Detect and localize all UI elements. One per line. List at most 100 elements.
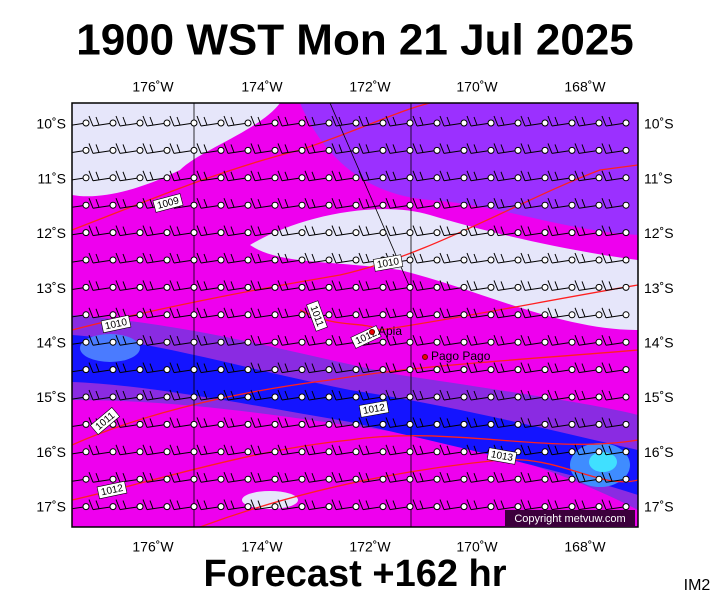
barb-tick: [601, 115, 607, 127]
barb-tick: [601, 444, 607, 455]
wind-barb: [223, 499, 252, 511]
station: [325, 256, 333, 264]
lon-label: 172˚W: [349, 539, 391, 555]
barb-tick: [493, 252, 499, 264]
barb-tick: [304, 389, 310, 401]
barb-tick: [446, 281, 451, 290]
barb-tick: [250, 444, 256, 455]
station: [541, 420, 549, 428]
barb-tick: [527, 473, 532, 482]
station: [244, 174, 252, 182]
barb-tick: [601, 335, 607, 346]
barb-tick: [338, 308, 343, 317]
barb-tick: [520, 280, 526, 291]
barb-tick: [223, 362, 229, 373]
wind-barb: [169, 143, 198, 154]
barb-tick: [230, 390, 235, 400]
barb-tick: [574, 335, 580, 346]
wind-barb: [520, 115, 549, 127]
station: [541, 503, 549, 511]
station: [244, 146, 252, 154]
station: [190, 475, 198, 483]
barb-tick: [473, 144, 478, 153]
map-frame: [71, 102, 639, 528]
barb-tick: [196, 389, 202, 401]
barb-tick: [277, 417, 283, 428]
wind-barb: [466, 225, 495, 237]
barb-tick: [520, 335, 526, 346]
station: [136, 475, 144, 483]
barb-tick: [223, 143, 229, 154]
station: [595, 366, 603, 374]
barb-tick: [169, 170, 175, 181]
lat-label: 11˚S: [37, 170, 66, 186]
barb-tick: [142, 335, 148, 346]
wind-barb: [385, 170, 414, 182]
barb-tick: [493, 307, 499, 318]
barb-tick: [284, 390, 289, 400]
barb-tick: [277, 143, 283, 154]
station: [379, 393, 387, 401]
wind-barb: [520, 307, 549, 319]
wind-barb: [412, 115, 441, 127]
wind-barb: [601, 389, 630, 401]
barb-tick: [439, 225, 445, 236]
barb-tick: [338, 199, 343, 208]
station: [622, 201, 630, 209]
barb-tick: [500, 116, 505, 126]
barb-tick: [527, 390, 532, 400]
wind-barb: [304, 417, 333, 428]
barb-tick: [304, 499, 310, 510]
barb-tick: [115, 307, 121, 318]
station: [298, 420, 306, 428]
barb-tick: [257, 144, 262, 153]
barb-tick: [554, 281, 559, 290]
barb-tick: [169, 143, 175, 154]
barb-tick: [176, 363, 181, 372]
wind-barb: [169, 115, 198, 127]
barb-tick: [520, 115, 526, 127]
barb-tick: [358, 389, 364, 401]
barb-tick: [601, 170, 607, 181]
station: [298, 174, 306, 182]
wind-barb: [115, 115, 144, 127]
barb-tick: [500, 281, 505, 290]
wind-barb: [331, 417, 360, 428]
station: [487, 146, 495, 154]
barb-tick: [277, 198, 283, 209]
station: [487, 420, 495, 428]
wind-barb: [385, 143, 414, 154]
barb-tick: [304, 143, 310, 154]
wind-barb: [72, 283, 90, 291]
wind-barb: [574, 362, 603, 374]
wind-barb: [493, 335, 522, 346]
barb-tick: [196, 472, 202, 483]
station: [487, 393, 495, 401]
barb-tick: [169, 389, 175, 401]
barb-tick: [338, 445, 343, 454]
barb-tick: [554, 199, 559, 208]
station: [190, 283, 198, 291]
barb-tick: [493, 115, 499, 127]
barb-tick: [365, 418, 370, 427]
station: [379, 229, 387, 237]
wind-barb: [547, 472, 576, 483]
barb-tick: [176, 418, 181, 427]
barb-tick: [446, 116, 451, 126]
wind-barb: [250, 444, 279, 456]
wind-barb: [439, 307, 468, 319]
station: [514, 201, 522, 209]
barb-tick: [169, 335, 175, 346]
barb-tick: [203, 308, 208, 317]
station: [82, 146, 90, 154]
wind-barb: [196, 143, 225, 154]
contour-label: 1010: [100, 314, 132, 334]
barb-tick: [304, 252, 310, 264]
wind-barb: [223, 252, 252, 264]
contour-label-bg: [306, 300, 328, 332]
station: [568, 174, 576, 182]
barb-tick: [304, 280, 310, 291]
station: [325, 503, 333, 511]
station: [541, 366, 549, 374]
station: [325, 283, 333, 291]
